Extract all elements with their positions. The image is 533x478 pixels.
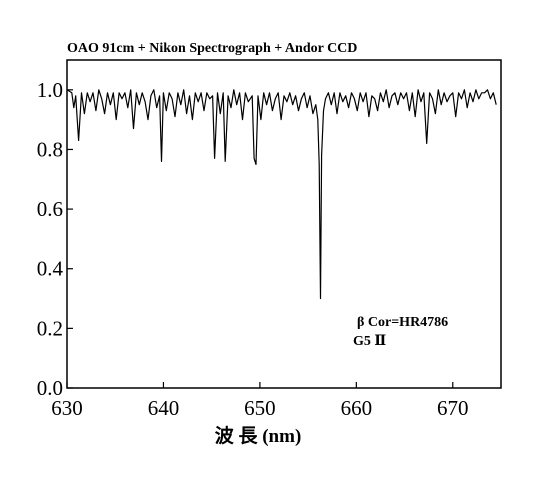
spectrum-line (66, 89, 497, 300)
x-tick-label: 650 (244, 396, 276, 420)
y-tick-label: 1.0 (37, 78, 63, 102)
x-tick-label: 670 (437, 396, 469, 420)
y-tick-label: 0.4 (37, 257, 64, 281)
x-tick-label: 640 (148, 396, 180, 420)
x-axis: 630 640 650 660 670 (51, 382, 469, 420)
plot-frame (66, 59, 502, 389)
y-tick-label: 0.8 (37, 137, 63, 161)
x-tick-label: 660 (341, 396, 373, 420)
star-name-annotation: β Cor=HR4786 (357, 315, 448, 330)
y-axis: 0.0 0.2 0.4 0.6 0.8 1.0 (37, 78, 73, 400)
x-axis-label: 波 長 (nm) (215, 424, 302, 447)
x-tick-label: 630 (51, 396, 83, 420)
y-tick-label: 0.2 (37, 316, 63, 340)
y-tick-label: 0.0 (37, 376, 63, 400)
spectral-type-annotation: G5 Ⅱ (353, 334, 386, 349)
y-tick-label: 0.6 (37, 197, 63, 221)
chart-title: OAO 91cm + Nikon Spectrograph + Andor CC… (67, 41, 357, 56)
